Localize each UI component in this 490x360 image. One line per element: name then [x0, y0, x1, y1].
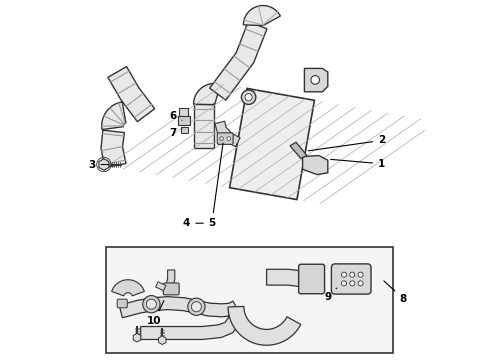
Circle shape — [350, 281, 355, 286]
Circle shape — [188, 298, 205, 315]
Polygon shape — [194, 104, 214, 148]
Polygon shape — [156, 282, 166, 291]
FancyBboxPatch shape — [163, 283, 179, 295]
Circle shape — [358, 272, 363, 277]
Polygon shape — [112, 280, 145, 296]
Polygon shape — [304, 68, 328, 92]
Polygon shape — [141, 309, 243, 339]
Polygon shape — [166, 270, 175, 287]
Text: 4: 4 — [183, 218, 203, 228]
Polygon shape — [244, 5, 280, 26]
Text: 6: 6 — [170, 111, 182, 121]
Polygon shape — [267, 269, 304, 287]
Text: 8: 8 — [384, 281, 407, 304]
Polygon shape — [215, 121, 240, 147]
Polygon shape — [194, 84, 220, 105]
Polygon shape — [228, 306, 301, 345]
FancyBboxPatch shape — [298, 264, 324, 294]
Polygon shape — [158, 336, 166, 345]
Circle shape — [342, 281, 346, 286]
Polygon shape — [179, 108, 188, 122]
FancyBboxPatch shape — [217, 133, 233, 144]
Text: 3: 3 — [88, 159, 109, 170]
Text: 2: 2 — [308, 135, 386, 151]
Text: 10: 10 — [147, 301, 164, 326]
Circle shape — [358, 281, 363, 286]
Text: 1: 1 — [331, 159, 386, 169]
Polygon shape — [133, 333, 141, 342]
Circle shape — [147, 299, 156, 309]
Polygon shape — [108, 67, 155, 122]
FancyBboxPatch shape — [178, 116, 190, 125]
Circle shape — [245, 94, 252, 101]
Circle shape — [143, 296, 160, 313]
Polygon shape — [99, 159, 109, 170]
Text: 9: 9 — [324, 288, 337, 302]
Polygon shape — [102, 102, 126, 130]
Text: 5: 5 — [208, 143, 223, 228]
Polygon shape — [210, 22, 267, 100]
Circle shape — [242, 90, 256, 104]
Circle shape — [342, 272, 346, 277]
Text: 7: 7 — [170, 128, 182, 138]
Polygon shape — [101, 130, 126, 168]
Circle shape — [192, 302, 201, 312]
FancyBboxPatch shape — [180, 127, 188, 133]
Polygon shape — [303, 156, 328, 175]
FancyBboxPatch shape — [331, 264, 371, 294]
Bar — [106, 247, 392, 353]
Polygon shape — [119, 297, 239, 318]
Polygon shape — [290, 142, 307, 158]
FancyBboxPatch shape — [117, 299, 127, 308]
Circle shape — [220, 137, 223, 140]
Circle shape — [350, 272, 355, 277]
Circle shape — [227, 137, 231, 140]
Bar — [230, 89, 315, 199]
Circle shape — [311, 76, 319, 84]
